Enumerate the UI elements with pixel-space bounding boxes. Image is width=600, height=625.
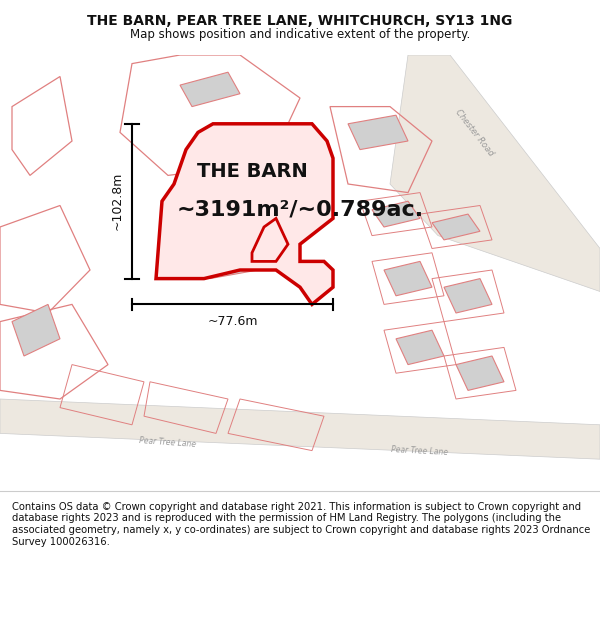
Polygon shape bbox=[198, 244, 258, 279]
Polygon shape bbox=[186, 192, 240, 227]
Polygon shape bbox=[384, 261, 432, 296]
Polygon shape bbox=[432, 214, 480, 240]
Polygon shape bbox=[12, 304, 60, 356]
Text: ~102.8m: ~102.8m bbox=[110, 172, 124, 231]
Polygon shape bbox=[180, 72, 240, 107]
Polygon shape bbox=[252, 218, 288, 261]
Polygon shape bbox=[390, 55, 600, 291]
Text: Contains OS data © Crown copyright and database right 2021. This information is : Contains OS data © Crown copyright and d… bbox=[12, 502, 590, 547]
Polygon shape bbox=[156, 124, 333, 304]
Polygon shape bbox=[396, 330, 444, 364]
Text: ~3191m²/~0.789ac.: ~3191m²/~0.789ac. bbox=[176, 200, 424, 220]
Text: ~77.6m: ~77.6m bbox=[207, 315, 258, 328]
Text: Pear Tree Lane: Pear Tree Lane bbox=[391, 444, 449, 457]
Text: Map shows position and indicative extent of the property.: Map shows position and indicative extent… bbox=[130, 28, 470, 41]
Text: THE BARN, PEAR TREE LANE, WHITCHURCH, SY13 1NG: THE BARN, PEAR TREE LANE, WHITCHURCH, SY… bbox=[88, 14, 512, 28]
Polygon shape bbox=[348, 115, 408, 149]
Polygon shape bbox=[372, 201, 420, 227]
Polygon shape bbox=[456, 356, 504, 391]
Text: THE BARN: THE BARN bbox=[197, 162, 307, 181]
Text: Chester Road: Chester Road bbox=[453, 107, 495, 158]
Polygon shape bbox=[0, 399, 600, 459]
Text: Pear Tree Lane: Pear Tree Lane bbox=[139, 436, 197, 449]
Polygon shape bbox=[444, 279, 492, 313]
